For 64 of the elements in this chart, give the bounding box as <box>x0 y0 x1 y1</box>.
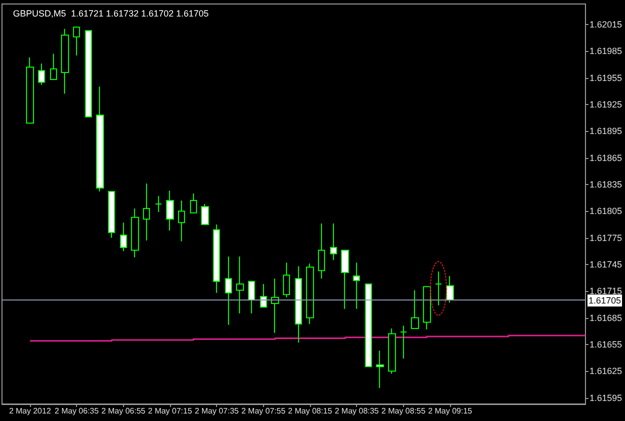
x-tick-label: 2 May 08:55 <box>381 406 426 416</box>
candlestick <box>120 222 127 252</box>
y-tick-label: 1.61925 <box>589 99 622 110</box>
candlestick <box>388 328 396 374</box>
y-tick-label: 1.61775 <box>589 232 622 243</box>
candlestick <box>260 284 267 308</box>
y-tick-label: 1.61685 <box>589 312 622 323</box>
x-tick-label: 2 May 06:55 <box>101 406 146 416</box>
candlestick <box>341 250 349 310</box>
x-tick-label: 2 May 09:15 <box>428 406 473 416</box>
candlestick <box>318 223 325 280</box>
candlestick <box>411 290 419 329</box>
candlestick <box>143 183 150 241</box>
candlestick <box>306 263 314 324</box>
candlestick <box>38 63 45 86</box>
x-tick-label: 2 May 08:35 <box>334 406 380 416</box>
candlestick <box>271 278 279 334</box>
candlestick <box>330 223 337 260</box>
candlestick <box>85 30 92 118</box>
y-tick-label: 1.61805 <box>589 206 622 216</box>
candlestick <box>236 256 244 314</box>
candlestick <box>353 262 360 310</box>
x-tick-label: 2 May 07:55 <box>241 406 286 416</box>
candlestick <box>190 192 197 214</box>
candlestick <box>225 256 232 326</box>
candlestick <box>50 53 57 80</box>
y-tick-label: 1.61835 <box>589 179 622 190</box>
y-tick-label: 1.61985 <box>589 46 622 56</box>
y-tick-label: 1.61655 <box>589 339 622 350</box>
candlestick <box>108 191 115 238</box>
y-tick-label: 1.61955 <box>589 72 622 83</box>
y-tick-label: 1.61715 <box>589 286 622 296</box>
candlestick <box>201 204 209 225</box>
y-tick-label: 1.61865 <box>589 152 622 163</box>
candlestick <box>166 190 174 232</box>
candlestick <box>96 86 104 192</box>
x-tick-label: 2 May 2012 <box>9 406 52 416</box>
candlestick <box>131 208 139 258</box>
candlestick <box>26 56 34 124</box>
candlestick <box>423 286 431 330</box>
y-tick-label: 1.61625 <box>589 366 622 376</box>
candlestick <box>295 266 302 344</box>
candlestick <box>376 350 384 388</box>
candlestick <box>435 271 442 306</box>
candlestick <box>400 325 407 360</box>
text: GBPUSD,M5 1.61721 1.61732 1.61702 1.61705 <box>13 8 209 18</box>
x-tick-label: 2 May 06:35 <box>54 406 100 416</box>
candlestick <box>61 28 69 94</box>
x-tick-label: 2 May 08:15 <box>288 406 333 416</box>
candlestick <box>365 284 372 368</box>
candlestick <box>446 276 454 304</box>
x-tick-label: 2 May 07:15 <box>148 406 193 416</box>
candlestick <box>213 224 220 294</box>
y-tick-label: 1.62015 <box>589 19 622 30</box>
candlestick <box>283 262 290 298</box>
candlestick <box>178 200 185 242</box>
x-tick-label: 2 May 07:35 <box>194 406 240 416</box>
ref-line-label: 1.61705 <box>588 296 622 306</box>
candlestick <box>73 26 80 56</box>
y-tick-label: 1.61745 <box>589 259 622 270</box>
y-tick-label: 1.61595 <box>589 392 622 403</box>
candlestick <box>155 196 162 212</box>
y-tick-label: 1.61895 <box>589 126 622 136</box>
candlestick <box>248 280 255 314</box>
